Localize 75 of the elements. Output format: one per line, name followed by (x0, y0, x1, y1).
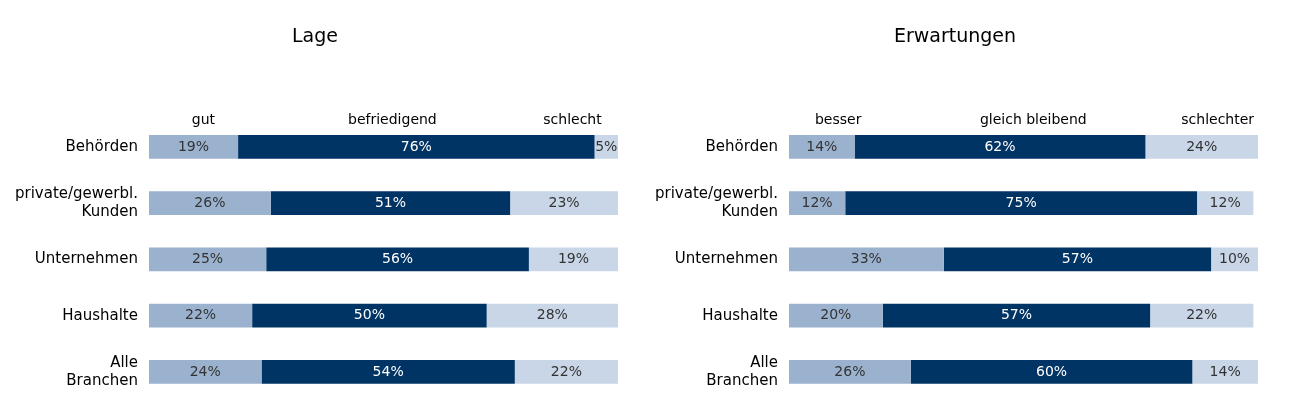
bar (252, 303, 487, 328)
bar (788, 360, 911, 384)
bar (270, 191, 511, 215)
data-label: 12% (1209, 193, 1241, 210)
data-label: 50% (353, 306, 385, 323)
y-tick-label: private/gewerbl. Kunden (14, 184, 138, 221)
data-label: 20% (820, 306, 852, 323)
data-label: 54% (372, 362, 404, 379)
data-label: 76% (400, 137, 432, 154)
data-label: 28% (536, 306, 568, 323)
data-label: 25% (192, 250, 224, 267)
bar (1150, 303, 1254, 328)
chart-title: Lage (292, 24, 338, 47)
data-label: 26% (194, 193, 226, 210)
y-tick-label: private/gewerbl. Kunden (654, 184, 778, 221)
data-label: 26% (834, 362, 866, 379)
bar (148, 191, 271, 215)
bar (514, 360, 618, 384)
data-label: 57% (1061, 250, 1093, 267)
bar (238, 135, 595, 159)
y-tick-label: Unternehmen (674, 249, 778, 268)
bar (261, 360, 515, 384)
data-label: 56% (381, 250, 414, 267)
bar (148, 135, 239, 159)
data-label: 22% (1186, 306, 1218, 323)
bar (148, 247, 267, 272)
bar (854, 135, 1146, 159)
series-label: schlechter (1181, 110, 1255, 127)
series-label: befriedigend (348, 110, 437, 127)
data-label: 12% (801, 193, 833, 210)
data-label: 23% (548, 193, 580, 210)
data-label: 60% (1036, 362, 1068, 379)
chart-title: Erwartungen (893, 24, 1017, 47)
data-label: 14% (806, 137, 838, 154)
bar (882, 303, 1151, 328)
bar (1197, 191, 1254, 215)
data-label: 75% (1005, 193, 1037, 210)
bar (788, 303, 883, 328)
data-label: 14% (1209, 362, 1241, 379)
data-label: 57% (1000, 306, 1033, 323)
y-tick-label: Unternehmen (34, 249, 138, 268)
data-label: 62% (984, 137, 1016, 154)
data-label: 10% (1218, 250, 1251, 267)
bar (788, 247, 944, 272)
series-label: gut (191, 110, 216, 127)
data-label: 24% (189, 362, 221, 379)
bar (266, 247, 529, 272)
y-tick-label: Alle Branchen (66, 352, 138, 389)
data-label: 33% (850, 250, 882, 267)
data-label: 51% (374, 193, 407, 210)
y-tick-label: Alle Branchen (706, 352, 778, 389)
series-label: gleich bleibend (979, 110, 1087, 127)
bar (148, 303, 253, 328)
y-tick-label: Haushalte (702, 305, 778, 324)
bar (1145, 135, 1258, 159)
series-label: besser (814, 110, 862, 127)
data-label: 19% (177, 137, 210, 154)
bar (148, 360, 262, 384)
bar (943, 247, 1212, 272)
bar (510, 191, 618, 215)
bar (1192, 360, 1258, 384)
y-tick-label: Behörden (65, 136, 138, 155)
data-label: 22% (550, 362, 582, 379)
data-label: 19% (557, 250, 589, 267)
bar (910, 360, 1193, 384)
data-label: 24% (1186, 137, 1218, 154)
bar (788, 135, 855, 159)
bar (788, 191, 846, 215)
y-tick-label: Haushalte (62, 305, 138, 324)
y-tick-label: Behörden (705, 136, 778, 155)
bar (486, 303, 618, 328)
data-label: 22% (184, 306, 217, 323)
data-label: 5% (595, 137, 618, 154)
series-label: schlecht (543, 110, 603, 127)
bar (845, 191, 1198, 215)
